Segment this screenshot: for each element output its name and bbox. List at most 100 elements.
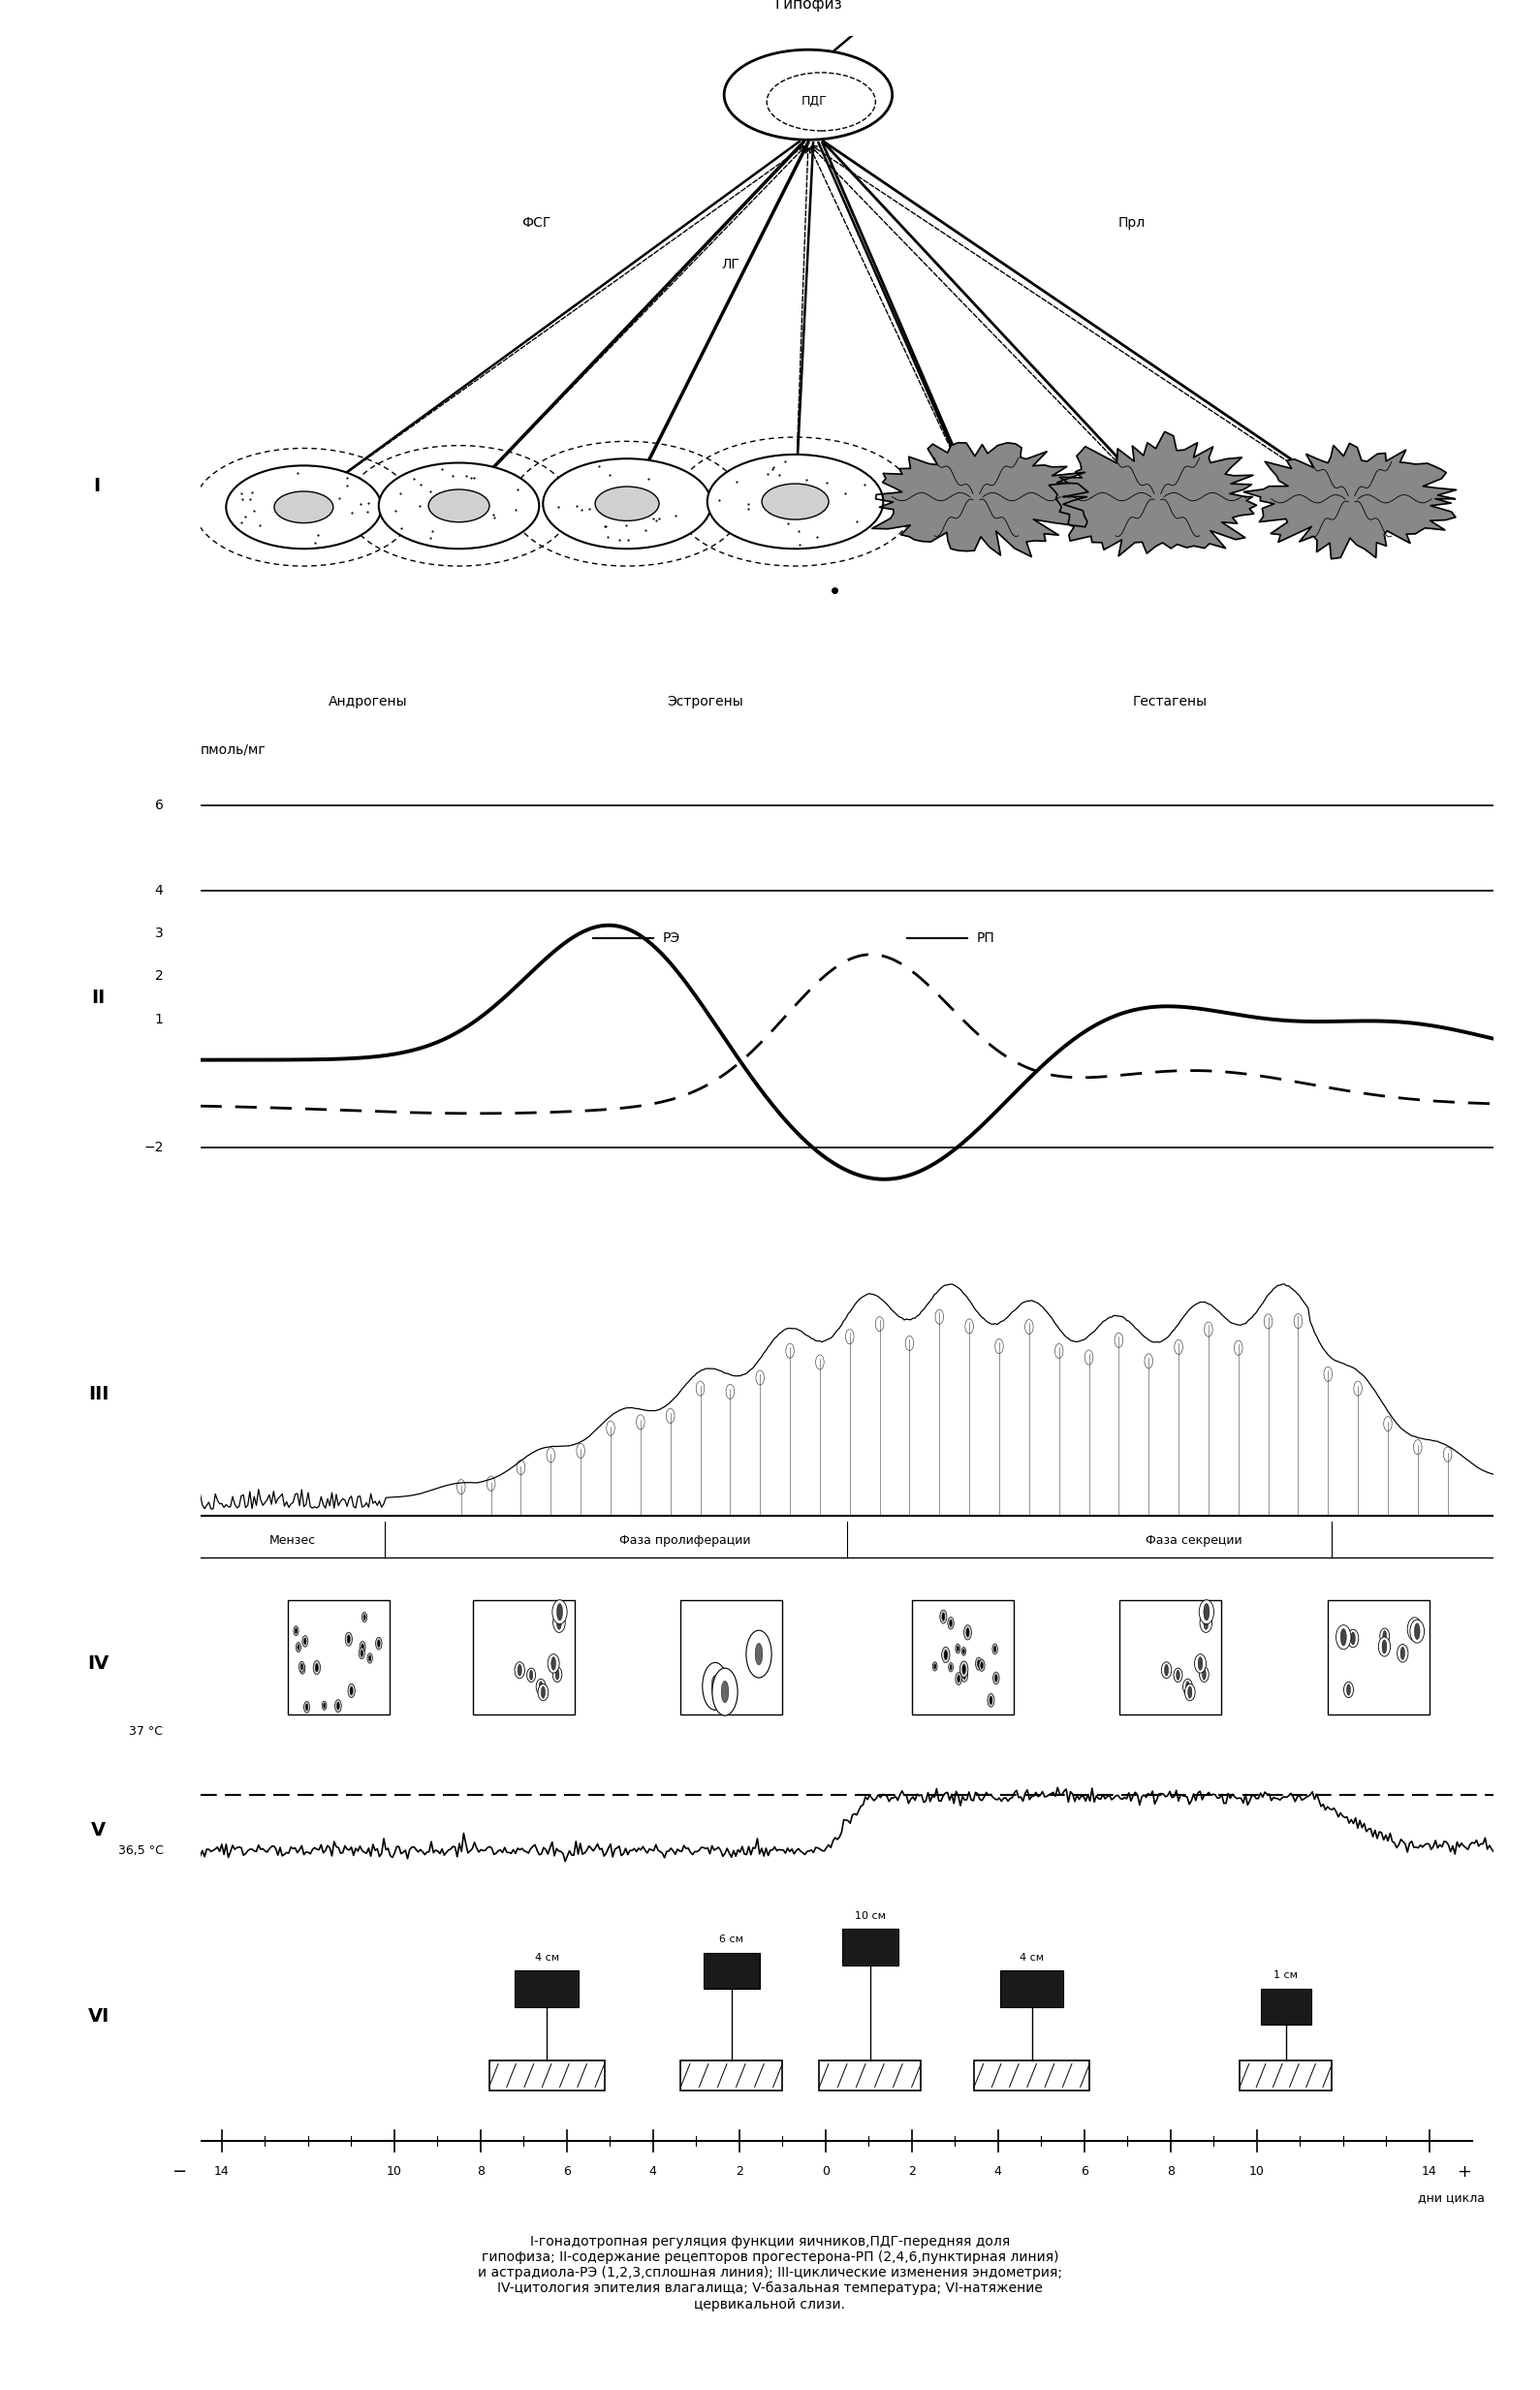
Circle shape — [995, 1675, 998, 1683]
Bar — [1260, 1988, 1311, 2024]
Text: V: V — [91, 1821, 106, 1840]
Ellipse shape — [359, 1647, 365, 1659]
Ellipse shape — [941, 1647, 950, 1663]
Polygon shape — [872, 442, 1089, 557]
Text: III: III — [88, 1384, 109, 1403]
Circle shape — [1414, 1623, 1420, 1640]
Ellipse shape — [1183, 1678, 1192, 1695]
Text: I: I — [94, 478, 100, 495]
Text: 4: 4 — [154, 884, 163, 899]
Ellipse shape — [1173, 1668, 1183, 1683]
Circle shape — [428, 490, 490, 521]
Text: 14: 14 — [1421, 2165, 1437, 2177]
Text: 37 °C: 37 °C — [129, 1726, 163, 1738]
Text: 6: 6 — [1081, 2165, 1087, 2177]
Ellipse shape — [313, 1661, 320, 1675]
Circle shape — [530, 1671, 533, 1680]
Text: −: − — [171, 2163, 186, 2180]
Polygon shape — [1244, 445, 1457, 559]
Circle shape — [541, 1687, 545, 1699]
Ellipse shape — [975, 1656, 983, 1671]
Ellipse shape — [548, 1654, 559, 1673]
Text: IV: IV — [88, 1654, 109, 1673]
Ellipse shape — [1344, 1683, 1354, 1697]
Circle shape — [950, 1663, 952, 1671]
Text: 4 см: 4 см — [534, 1953, 559, 1962]
Ellipse shape — [964, 1625, 972, 1640]
Circle shape — [1204, 1616, 1209, 1630]
Circle shape — [1187, 1687, 1192, 1699]
Ellipse shape — [1378, 1637, 1391, 1656]
Bar — [999, 1972, 1064, 2008]
Bar — [490, 2060, 605, 2091]
Bar — [912, 1599, 1013, 1716]
Circle shape — [337, 1702, 339, 1709]
Text: 10 см: 10 см — [855, 1912, 885, 1922]
Text: РП: РП — [976, 932, 995, 944]
Circle shape — [556, 1668, 559, 1680]
Circle shape — [981, 1661, 983, 1668]
Ellipse shape — [1408, 1618, 1421, 1642]
Circle shape — [544, 459, 711, 550]
Ellipse shape — [296, 1642, 300, 1651]
Text: пмоль/мг: пмоль/мг — [200, 743, 266, 755]
Circle shape — [990, 1697, 992, 1704]
Text: Гипофиз: Гипофиз — [775, 0, 842, 12]
Text: 8: 8 — [1166, 2165, 1175, 2177]
Ellipse shape — [1200, 1613, 1212, 1632]
Circle shape — [1400, 1647, 1404, 1659]
Circle shape — [707, 454, 884, 550]
Text: Андрогены: Андрогены — [330, 695, 408, 707]
Circle shape — [370, 1656, 371, 1661]
Text: −2: −2 — [143, 1140, 163, 1154]
Bar — [473, 1599, 574, 1716]
Text: 2: 2 — [154, 970, 163, 982]
Ellipse shape — [1184, 1685, 1195, 1702]
Circle shape — [350, 1687, 353, 1695]
Bar — [704, 1953, 759, 1988]
Circle shape — [517, 1663, 522, 1675]
Ellipse shape — [302, 1635, 308, 1647]
Ellipse shape — [1411, 1620, 1424, 1642]
Circle shape — [942, 1613, 944, 1620]
Bar — [1327, 1599, 1429, 1716]
Circle shape — [539, 1680, 542, 1692]
Circle shape — [962, 1649, 964, 1654]
Text: 4: 4 — [650, 2165, 656, 2177]
Ellipse shape — [348, 1683, 356, 1697]
Circle shape — [296, 1628, 297, 1635]
Text: 4: 4 — [995, 2165, 1001, 2177]
Circle shape — [711, 1675, 719, 1697]
Ellipse shape — [993, 1673, 999, 1685]
Ellipse shape — [367, 1654, 373, 1663]
Circle shape — [962, 1663, 966, 1673]
Text: 2: 2 — [909, 2165, 915, 2177]
Circle shape — [993, 1647, 996, 1651]
Text: Прл: Прл — [1118, 215, 1146, 229]
Ellipse shape — [992, 1644, 998, 1654]
Text: Эстрогены: Эстрогены — [667, 695, 742, 707]
Text: 3: 3 — [154, 927, 163, 939]
Ellipse shape — [303, 1702, 310, 1714]
Text: 10: 10 — [387, 2165, 402, 2177]
Ellipse shape — [553, 1666, 562, 1683]
Polygon shape — [1049, 433, 1257, 557]
Text: 6: 6 — [564, 2165, 570, 2177]
Circle shape — [302, 1666, 303, 1673]
Text: ФСГ: ФСГ — [522, 215, 551, 229]
Circle shape — [323, 1704, 325, 1709]
Text: 2: 2 — [736, 2165, 742, 2177]
Circle shape — [978, 1661, 979, 1668]
Ellipse shape — [1337, 1625, 1351, 1649]
Ellipse shape — [537, 1685, 548, 1702]
Ellipse shape — [553, 1599, 567, 1625]
Circle shape — [958, 1675, 959, 1683]
Text: +: + — [1457, 2163, 1471, 2180]
Ellipse shape — [1161, 1661, 1172, 1678]
Circle shape — [363, 1613, 365, 1620]
Ellipse shape — [1200, 1666, 1209, 1683]
Circle shape — [379, 464, 539, 550]
Circle shape — [1198, 1656, 1203, 1671]
Bar — [975, 2060, 1090, 2091]
Text: II: II — [92, 989, 105, 1006]
